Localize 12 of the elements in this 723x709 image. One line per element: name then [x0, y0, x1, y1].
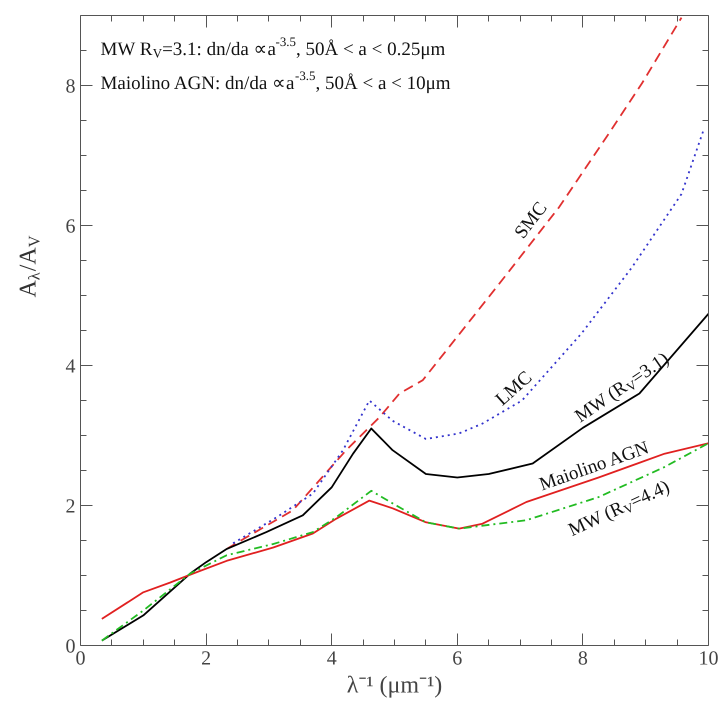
y-tick-label: 4	[66, 356, 76, 378]
y-axis-title: Aλ/AV	[16, 235, 44, 298]
x-tick-label: 8	[578, 648, 588, 670]
y-tick-label: 2	[66, 496, 76, 518]
y-tick-label: 6	[66, 216, 76, 238]
x-tick-label: 6	[452, 648, 462, 670]
x-tick-label: 10	[698, 648, 718, 670]
text: MW (RV=3.1)	[571, 348, 673, 427]
x-axis-title: λ⁻¹ (μm⁻¹)	[346, 672, 442, 698]
y-tick-label: 8	[66, 76, 76, 98]
x-tick-label: 4	[326, 648, 337, 670]
x-tick-label: 2	[201, 648, 212, 670]
